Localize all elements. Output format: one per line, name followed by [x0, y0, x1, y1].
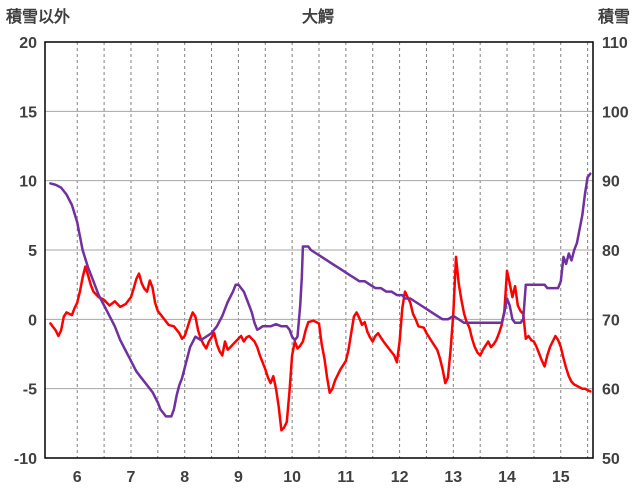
left-tick-label: 20 — [19, 35, 37, 52]
right-tick-label: 80 — [602, 243, 620, 260]
right-tick-label: 60 — [602, 382, 620, 399]
right-axis-title: 積雪 — [597, 9, 630, 26]
x-tick-label: 8 — [180, 469, 189, 486]
x-tick-label: 6 — [73, 469, 82, 486]
x-tick-label: 14 — [498, 469, 516, 486]
x-tick-label: 13 — [444, 469, 462, 486]
right-tick-label: 70 — [602, 312, 620, 329]
left-tick-label: 15 — [19, 104, 37, 121]
right-tick-label: 90 — [602, 174, 620, 191]
x-tick-label: 7 — [127, 469, 136, 486]
right-tick-label: 110 — [602, 35, 628, 52]
left-axis-title: 積雪以外 — [6, 9, 71, 26]
left-tick-label: 0 — [28, 312, 37, 329]
red-series-line — [49, 255, 592, 432]
left-tick-label: -5 — [23, 382, 37, 399]
right-tick-label: 50 — [602, 451, 620, 468]
x-tick-label: 10 — [283, 469, 301, 486]
purple-series-line — [49, 172, 592, 418]
x-tick-label: 11 — [337, 469, 354, 486]
right-tick-label: 100 — [602, 104, 629, 121]
x-tick-label: 9 — [234, 469, 243, 486]
x-tick-label: 12 — [391, 469, 409, 486]
x-tick-label: 15 — [552, 469, 570, 486]
chart-header: 積雪以外 大鰐 積雪 — [0, 2, 636, 28]
plot-border — [44, 41, 594, 459]
left-tick-label: -10 — [14, 451, 37, 468]
chart-title: 大鰐 — [301, 9, 334, 26]
left-tick-label: 5 — [28, 243, 37, 260]
left-tick-label: 10 — [19, 174, 37, 191]
